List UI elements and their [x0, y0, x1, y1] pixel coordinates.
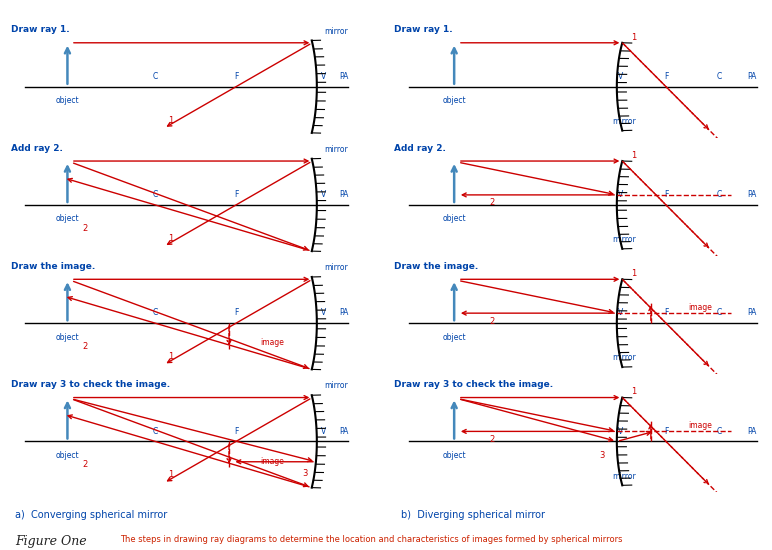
- Text: F: F: [664, 72, 669, 81]
- Text: 1: 1: [631, 151, 636, 160]
- Text: F: F: [234, 190, 239, 199]
- Text: image: image: [261, 456, 285, 465]
- Text: 1: 1: [631, 387, 636, 396]
- Text: mirror: mirror: [325, 263, 348, 272]
- Text: object: object: [442, 96, 466, 105]
- Text: Draw ray 3 to check the image.: Draw ray 3 to check the image.: [394, 380, 553, 389]
- Text: object: object: [56, 214, 80, 223]
- Text: image: image: [261, 338, 285, 347]
- Text: object: object: [442, 214, 466, 223]
- Text: C: C: [153, 309, 158, 317]
- Text: V: V: [618, 72, 623, 81]
- Text: Draw ray 1.: Draw ray 1.: [394, 25, 452, 35]
- Text: 1: 1: [168, 470, 174, 480]
- Text: C: C: [716, 427, 722, 436]
- Text: Draw the image.: Draw the image.: [12, 262, 96, 271]
- Text: 2: 2: [83, 342, 88, 351]
- Text: 1: 1: [631, 32, 636, 41]
- Text: V: V: [321, 427, 327, 436]
- Text: V: V: [321, 190, 327, 199]
- Text: b)  Diverging spherical mirror: b) Diverging spherical mirror: [401, 510, 546, 520]
- Text: F: F: [664, 309, 669, 317]
- Text: object: object: [56, 96, 80, 105]
- Text: C: C: [716, 72, 722, 81]
- Text: object: object: [56, 451, 80, 460]
- Text: mirror: mirror: [325, 145, 348, 154]
- Text: 1: 1: [168, 352, 174, 361]
- Text: V: V: [618, 427, 623, 436]
- Text: C: C: [153, 427, 158, 436]
- Text: 2: 2: [489, 317, 495, 326]
- Text: object: object: [442, 333, 466, 342]
- Text: mirror: mirror: [612, 235, 636, 244]
- Text: image: image: [689, 302, 713, 311]
- Text: PA: PA: [747, 427, 757, 436]
- Text: V: V: [618, 190, 623, 199]
- Text: C: C: [716, 190, 722, 199]
- Text: 3: 3: [303, 469, 308, 478]
- Text: V: V: [321, 309, 327, 317]
- Text: PA: PA: [747, 72, 757, 81]
- Text: image: image: [689, 421, 713, 430]
- Text: V: V: [321, 72, 327, 81]
- Text: Add ray 2.: Add ray 2.: [394, 144, 445, 153]
- Text: 2: 2: [489, 199, 495, 207]
- Text: object: object: [442, 451, 466, 460]
- Text: C: C: [153, 190, 158, 199]
- Text: F: F: [234, 72, 239, 81]
- Text: Add ray 2.: Add ray 2.: [12, 144, 63, 153]
- Text: F: F: [234, 309, 239, 317]
- Text: mirror: mirror: [612, 353, 636, 362]
- Text: F: F: [664, 190, 669, 199]
- Text: 2: 2: [83, 223, 88, 233]
- Text: V: V: [618, 309, 623, 317]
- Text: object: object: [56, 333, 80, 342]
- Text: F: F: [234, 427, 239, 436]
- Text: PA: PA: [339, 309, 348, 317]
- Text: F: F: [664, 427, 669, 436]
- Text: Draw ray 1.: Draw ray 1.: [12, 25, 69, 35]
- Text: Draw the image.: Draw the image.: [394, 262, 478, 271]
- Text: 2: 2: [489, 435, 495, 444]
- Text: C: C: [153, 72, 158, 81]
- Text: mirror: mirror: [325, 27, 348, 36]
- Text: a)  Converging spherical mirror: a) Converging spherical mirror: [15, 510, 168, 520]
- Text: PA: PA: [339, 190, 348, 199]
- Text: mirror: mirror: [325, 382, 348, 390]
- Text: mirror: mirror: [612, 471, 636, 481]
- Text: Draw ray 3 to check the image.: Draw ray 3 to check the image.: [12, 380, 171, 389]
- Text: mirror: mirror: [612, 117, 636, 126]
- Text: PA: PA: [747, 190, 757, 199]
- Text: PA: PA: [747, 309, 757, 317]
- Text: PA: PA: [339, 72, 348, 81]
- Text: 3: 3: [599, 451, 604, 460]
- Text: C: C: [716, 309, 722, 317]
- Text: 1: 1: [168, 234, 174, 243]
- Text: 1: 1: [631, 269, 636, 278]
- Text: 1: 1: [168, 116, 174, 125]
- Text: The steps in drawing ray diagrams to determine the location and characteristics : The steps in drawing ray diagrams to det…: [120, 535, 622, 543]
- Text: PA: PA: [339, 427, 348, 436]
- Text: Figure One: Figure One: [15, 535, 87, 548]
- Text: 2: 2: [83, 460, 88, 469]
